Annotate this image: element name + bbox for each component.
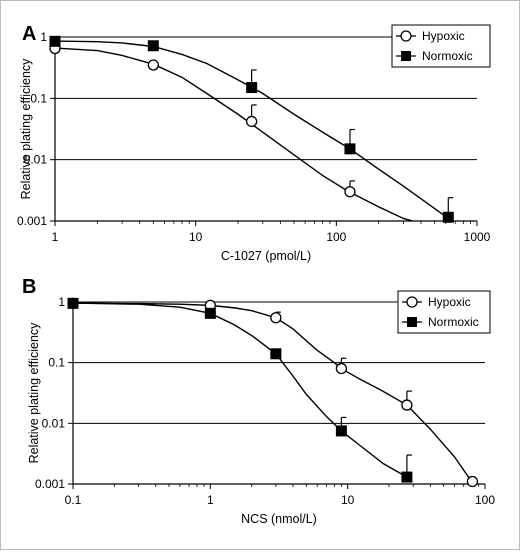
data-point-hypoxic — [245, 115, 258, 128]
x-axis-label: NCS (nmol/L) — [241, 512, 317, 526]
x-tick-label: 10 — [341, 493, 355, 507]
chart-panel-b: B 0.1 1 10 100 1 0.1 0.01 0.001 NCS (nmol/L) Relat… — [22, 276, 495, 526]
data-point-normoxic — [442, 211, 454, 223]
data-point-hypoxic — [270, 312, 282, 324]
data-point-normoxic — [67, 297, 79, 309]
data-point-normoxic — [204, 307, 216, 319]
x-tick-label: 1000 — [464, 230, 491, 244]
y-tick-label: 0.01 — [42, 416, 66, 430]
series-line-normoxic — [73, 302, 408, 478]
data-point-normoxic — [344, 143, 356, 155]
data-point-normoxic — [401, 471, 413, 483]
x-tick-label: 10 — [189, 230, 203, 244]
legend-label-normoxic: Normoxic — [422, 49, 473, 63]
legend-marker-normoxic — [407, 317, 417, 327]
series-normoxic — [67, 297, 413, 483]
x-tick-label: 0.1 — [65, 493, 82, 507]
legend-label-normoxic: Normoxic — [428, 315, 479, 329]
series-line-hypoxic — [55, 47, 414, 221]
data-point-hypoxic — [147, 59, 159, 71]
y-axis-label: Relative plating efficiency — [27, 322, 41, 464]
data-point-hypoxic — [335, 362, 348, 375]
x-tick-label: 1 — [52, 230, 59, 244]
legend-label-hypoxic: Hypoxic — [428, 295, 471, 309]
y-tick-label: 0.001 — [35, 477, 65, 491]
y-tick-label: 0.001 — [17, 214, 47, 228]
y-tick-label: 0.01 — [24, 153, 48, 167]
series-normoxic — [49, 35, 455, 223]
data-point-normoxic — [270, 348, 282, 360]
legend-label-hypoxic: Hypoxic — [422, 29, 465, 43]
panel-label: A — [22, 23, 36, 45]
data-point-hypoxic — [466, 475, 479, 488]
x-axis-label: C-1027 (pmol/L) — [221, 249, 311, 263]
y-axis-label: Relative plating efficiency — [19, 58, 33, 200]
legend: Hypoxic Normoxic — [391, 24, 491, 68]
legend-marker-hypoxic — [406, 296, 418, 308]
legend: Hypoxic Normoxic — [397, 290, 491, 334]
panel-label: B — [22, 276, 36, 298]
y-tick-label: 0.1 — [48, 356, 65, 370]
legend-marker-normoxic — [401, 51, 411, 61]
data-point-normoxic — [49, 35, 61, 47]
y-tick-label: 1 — [58, 295, 65, 309]
x-tick-label: 100 — [475, 493, 495, 507]
y-tick-label: 0.1 — [30, 91, 47, 105]
x-tick-label: 100 — [326, 230, 346, 244]
data-point-normoxic — [335, 425, 347, 437]
data-point-normoxic — [147, 40, 159, 52]
data-point-hypoxic — [344, 186, 356, 198]
series-hypoxic — [49, 42, 414, 221]
data-point-hypoxic — [401, 399, 413, 411]
y-tick-label: 1 — [40, 30, 47, 44]
series-line-normoxic — [55, 40, 455, 221]
legend-marker-hypoxic — [400, 30, 412, 42]
data-point-normoxic — [246, 82, 258, 94]
x-tick-label: 1 — [207, 493, 214, 507]
